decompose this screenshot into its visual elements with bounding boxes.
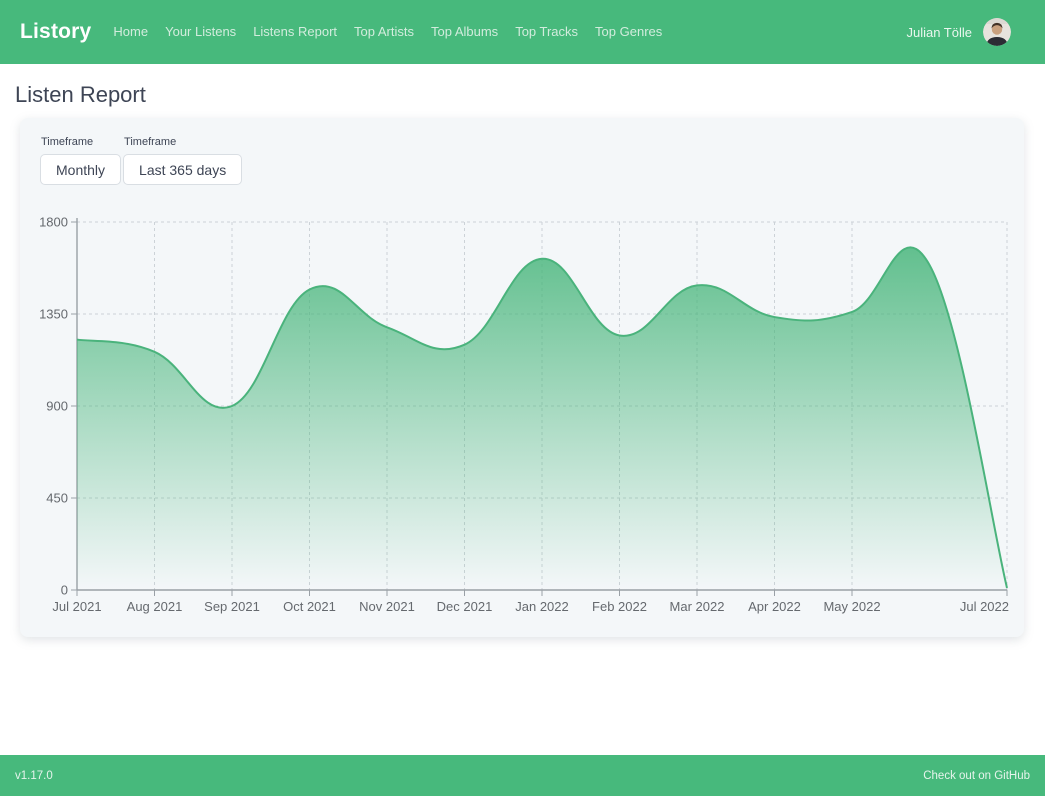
granularity-select-button[interactable]: Monthly (40, 154, 122, 185)
listen-report-chart: 0 450 900 1350 1800 Jul 2021 Aug 2021 Sep 2021 O… (20, 118, 1024, 637)
svg-text:Aug 2021: Aug 2021 (127, 599, 183, 614)
avatar-photo-icon (983, 18, 1011, 46)
svg-text:450: 450 (46, 491, 68, 506)
svg-text:Jan 2022: Jan 2022 (515, 599, 569, 614)
area-chart: 0 450 900 1350 1800 Jul 2021 Aug 2021 Sep 2021 O… (39, 215, 1009, 615)
range-control: Timeframe Last 365 days (123, 136, 243, 185)
svg-text:Dec 2021: Dec 2021 (437, 599, 493, 614)
nav-item-top-tracks[interactable]: Top Tracks (515, 24, 579, 39)
timeframe-controls: Timeframe Monthly Timeframe Last 365 day… (40, 136, 244, 185)
nav-item-listens-report[interactable]: Listens Report (253, 24, 338, 39)
timeframe-label: Timeframe (41, 136, 94, 148)
svg-text:900: 900 (46, 399, 68, 414)
svg-text:Nov 2021: Nov 2021 (359, 599, 415, 614)
timeframe-label: Timeframe (124, 136, 177, 148)
github-link[interactable]: Check out on GitHub (923, 769, 1030, 782)
svg-text:May 2022: May 2022 (823, 599, 880, 614)
svg-text:Jul 2022: Jul 2022 (960, 599, 1009, 614)
svg-text:1800: 1800 (39, 215, 68, 230)
page-title: Listen Report (15, 82, 146, 107)
svg-text:Mar 2022: Mar 2022 (670, 599, 725, 614)
nav-menu: Home Your Listens Listens Report Top Art… (113, 23, 679, 41)
nav-item-top-genres[interactable]: Top Genres (595, 24, 663, 39)
range-select-button[interactable]: Last 365 days (123, 154, 243, 185)
svg-text:Jul 2021: Jul 2021 (52, 599, 101, 614)
svg-text:Apr 2022: Apr 2022 (748, 599, 801, 614)
app-version: v1.17.0 (15, 769, 53, 782)
nav-item-home[interactable]: Home (113, 24, 149, 39)
user-menu[interactable]: Julian Tölle (906, 18, 1011, 46)
svg-text:Oct 2021: Oct 2021 (283, 599, 336, 614)
main-content: Listen Report Timeframe Monthly Timefram… (0, 82, 1045, 637)
nav-item-top-albums[interactable]: Top Albums (430, 24, 499, 39)
user-name: Julian Tölle (906, 24, 972, 40)
svg-text:Sep 2021: Sep 2021 (204, 599, 260, 614)
user-avatar[interactable] (983, 18, 1011, 46)
svg-text:Feb 2022: Feb 2022 (592, 599, 647, 614)
granularity-control: Timeframe Monthly (40, 136, 122, 185)
svg-text:1350: 1350 (39, 307, 68, 322)
nav-item-top-artists[interactable]: Top Artists (354, 24, 414, 39)
report-card: Timeframe Monthly Timeframe Last 365 day… (20, 118, 1024, 637)
navbar: Listory Home Your Listens Listens Report… (0, 0, 1045, 64)
svg-text:0: 0 (61, 583, 68, 598)
footer: v1.17.0 Check out on GitHub (0, 755, 1045, 796)
brand-logo[interactable]: Listory (20, 20, 92, 43)
nav-item-your-listens[interactable]: Your Listens (165, 24, 237, 39)
